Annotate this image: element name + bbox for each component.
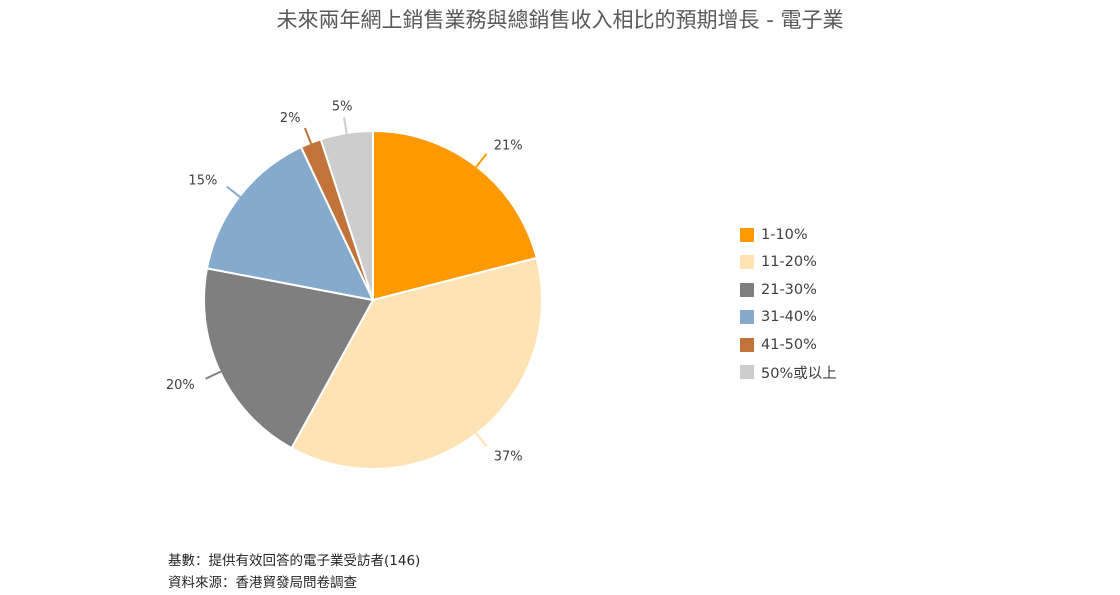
legend: 1-10% 11-20% 21-30% 31-40% 41-50% 50%或以上 (740, 221, 837, 386)
legend-swatch (740, 365, 754, 380)
legend-label: 11-20% (761, 254, 817, 271)
legend-label: 31-40% (761, 309, 817, 326)
leader-line-4 (226, 185, 241, 198)
legend-item-5: 41-50% (740, 331, 837, 359)
data-label-5: 2% (280, 111, 301, 126)
legend-item-6: 50%或以上 (740, 359, 837, 387)
pie-slices (203, 129, 544, 470)
data-label-6: 5% (332, 99, 353, 114)
leader-line-3 (205, 370, 222, 380)
chart-title: 未來兩年網上銷售業務與總銷售收入相比的預期增長 - 電子業 (276, 8, 844, 32)
leader-line-2 (475, 432, 488, 447)
legend-swatch (740, 227, 754, 242)
legend-swatch (740, 282, 754, 297)
pie-data-labels: 21% 37% 20% 15% 2% 5% (166, 99, 523, 464)
footer-notes: 基數：提供有效回答的電子業受訪者(146) 資料來源：香港貿發局問卷調查 (168, 550, 420, 594)
legend-swatch (740, 255, 754, 270)
legend-item-3: 21-30% (740, 276, 837, 304)
data-label-3: 20% (166, 378, 195, 393)
legend-item-2: 11-20% (740, 249, 837, 277)
legend-label: 21-30% (761, 281, 817, 298)
data-label-1: 21% (494, 138, 523, 153)
legend-label: 1-10% (761, 226, 808, 243)
footer-base-note: 基數：提供有效回答的電子業受訪者(146) (168, 553, 421, 569)
data-label-4: 15% (188, 173, 217, 188)
leader-line-1 (475, 153, 488, 168)
legend-label: 41-50% (761, 336, 817, 353)
legend-item-4: 31-40% (740, 304, 837, 332)
legend-swatch (740, 310, 754, 325)
legend-item-1: 1-10% (740, 221, 837, 249)
leader-line-6 (343, 117, 348, 135)
leader-line-5 (303, 127, 313, 145)
data-label-2: 37% (494, 450, 523, 465)
legend-swatch (740, 337, 754, 352)
pie-leader-lines (205, 117, 488, 447)
footer-source-note: 資料來源：香港貿發局問卷調查 (168, 575, 357, 591)
legend-label: 50%或以上 (761, 365, 837, 382)
